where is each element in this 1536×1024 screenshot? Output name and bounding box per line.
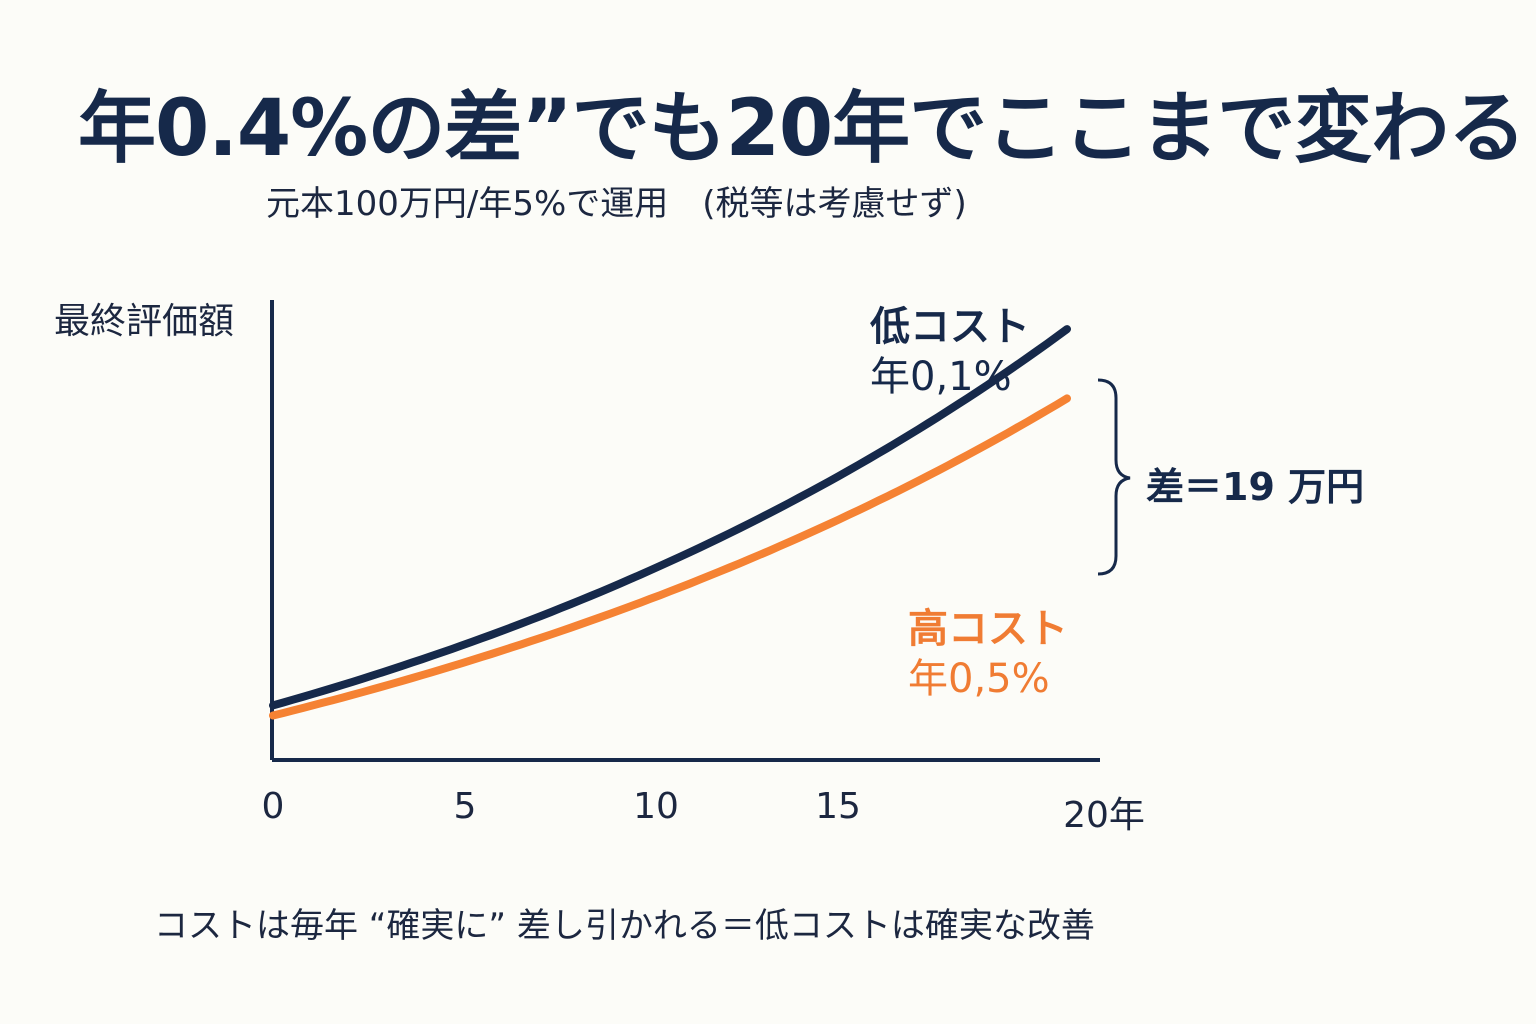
series-rate-low: 年0,1%	[870, 354, 1012, 400]
x-tick-label: 20年	[1063, 795, 1145, 836]
legend-label-low: 低コスト 年0,1%	[870, 302, 1030, 402]
series-line-low	[269, 325, 1071, 710]
series-rate-high: 年0,5%	[908, 656, 1050, 702]
difference-brace	[1097, 378, 1131, 576]
chart-title: 年0.4%の差”でも20年でここまで変わる	[78, 84, 1526, 174]
difference-annotation: 差＝19 万円	[1146, 465, 1365, 509]
series-name-high: 高コスト	[908, 606, 1068, 652]
chart-subtitle: 元本100万円/年5%で運用 (税等は考慮せず)	[266, 184, 967, 224]
series-name-low: 低コスト	[870, 304, 1030, 350]
legend-label-high: 高コスト 年0,5%	[908, 604, 1068, 704]
y-axis-label: 最終評価額	[54, 301, 235, 342]
x-tick-label: 15	[815, 786, 861, 827]
x-tick-label: 0	[261, 786, 285, 827]
x-tick-label: 5	[453, 786, 477, 827]
series-line-high	[269, 394, 1071, 720]
footer-note: コストは毎年 “確実に” 差し引かれる＝低コストは確実な改善	[154, 906, 1095, 946]
x-tick-label: 10	[633, 786, 679, 827]
